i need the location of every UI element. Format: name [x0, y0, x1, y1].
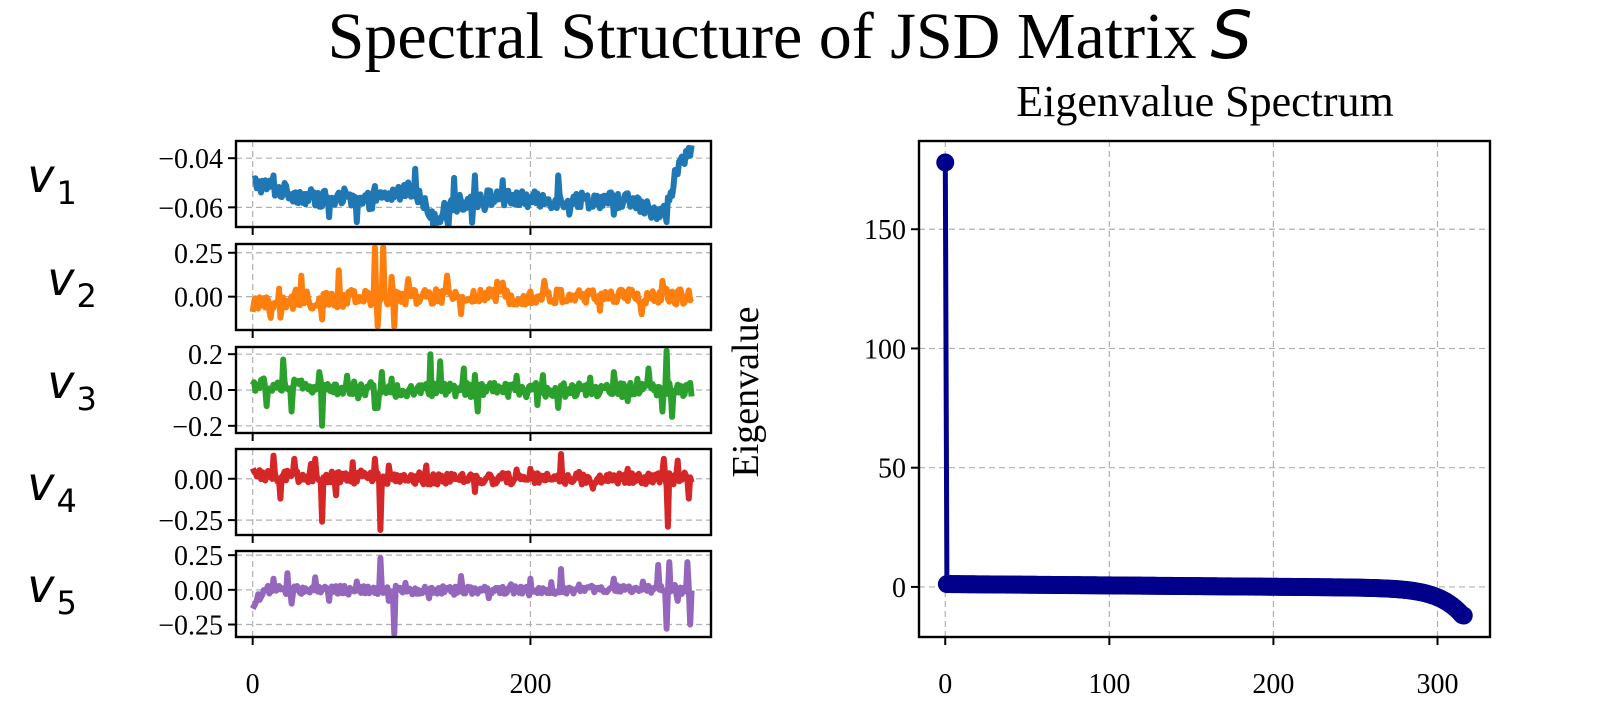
eigenvalue-line: [942, 162, 1465, 618]
y-tick-label: 0.0: [188, 376, 223, 407]
panel-frame: [234, 139, 713, 229]
spectrum-frame: [917, 139, 1492, 639]
eigenvector-label-name: v: [47, 355, 75, 409]
x-tick-label: 100: [1088, 669, 1130, 700]
y-tick-label: 0.00: [174, 465, 223, 496]
panel-frame: [234, 242, 713, 332]
spectrum-ylabel: Eigenvalue: [725, 307, 767, 478]
eigenvector-line: [250, 347, 695, 429]
eigenvector-line: [251, 144, 695, 227]
y-tick-label: 0.2: [188, 340, 223, 371]
y-tick-label: 150: [864, 215, 906, 246]
panel-frame: [234, 549, 713, 639]
eigenvector-line: [250, 554, 695, 637]
y-tick-label: −0.2: [172, 412, 223, 443]
x-tick-label: 0: [246, 669, 260, 700]
eigenvector-label-1: v1: [27, 149, 77, 212]
eigenvalue-point: [1454, 606, 1473, 625]
eigenvector-label-2: v2: [47, 252, 97, 315]
eigenvector-panel-5: −0.25 0.00 0.25 v5: [27, 541, 713, 645]
eigenvector-panel-3: −0.2 0.0 0.2 v3: [47, 340, 713, 443]
spectrum-plot: 0 100 200 300 0 50 100 150: [864, 139, 1492, 700]
eigenvector-label-4: v4: [27, 457, 77, 520]
eigenvector-label-name: v: [27, 149, 55, 203]
y-tick-label: 0.25: [174, 239, 223, 270]
figure-title-text: Spectral Structure of JSD Matrix: [328, 0, 1197, 73]
y-tick-label: 50: [878, 454, 906, 485]
x-tick-label: 300: [1416, 669, 1458, 700]
y-tick-label: 0.00: [174, 576, 223, 607]
eigenvector-label-subscript: 1: [56, 174, 76, 212]
eigenvector-label-name: v: [27, 559, 55, 613]
spectrum-title: Eigenvalue Spectrum: [1016, 77, 1394, 126]
eigenvector-label-3: v3: [47, 355, 97, 418]
eigenvector-panel-1: −0.06 −0.04 v1: [27, 139, 713, 235]
figure-title-symbol: S: [1210, 0, 1252, 74]
x-tick-label: 200: [1252, 669, 1294, 700]
y-tick-label: −0.06: [158, 193, 223, 224]
eigenvector-panel-2: 0.00 0.25 v2: [47, 239, 713, 338]
y-tick-label: −0.25: [158, 611, 223, 642]
eigenvector-label-subscript: 5: [56, 584, 76, 622]
x-tick-label: 200: [509, 669, 551, 700]
eigenvector-label-name: v: [27, 457, 55, 511]
eigenvalue-point: [936, 153, 955, 172]
eigenvector-label-5: v5: [27, 559, 77, 622]
eigenvector-label-subscript: 4: [56, 482, 76, 520]
y-tick-label: 0.25: [174, 541, 223, 572]
eigenvector-line: [249, 244, 695, 330]
eigenvector-line: [249, 451, 695, 533]
figure-title: Spectral Structure of JSD Matrix S: [328, 0, 1253, 74]
eigenvector-x-axis: 0 200: [246, 669, 552, 700]
y-tick-label: 0.00: [174, 283, 223, 314]
eigenvector-panel-4: −0.25 0.00 v4: [27, 447, 713, 543]
y-tick-label: 0: [892, 573, 906, 604]
eigenvector-label-name: v: [47, 252, 75, 306]
x-tick-label: 0: [938, 669, 952, 700]
y-tick-label: −0.04: [158, 144, 223, 175]
eigenvector-label-subscript: 3: [76, 380, 96, 418]
eigenvector-panels: −0.06−0.04v10.000.25v2−0.20.00.2v3−0.250…: [27, 139, 713, 645]
y-tick-label: −0.25: [158, 506, 223, 537]
eigenvector-label-subscript: 2: [76, 277, 96, 315]
panel-frame: [234, 447, 713, 537]
y-tick-label: 100: [864, 334, 906, 365]
